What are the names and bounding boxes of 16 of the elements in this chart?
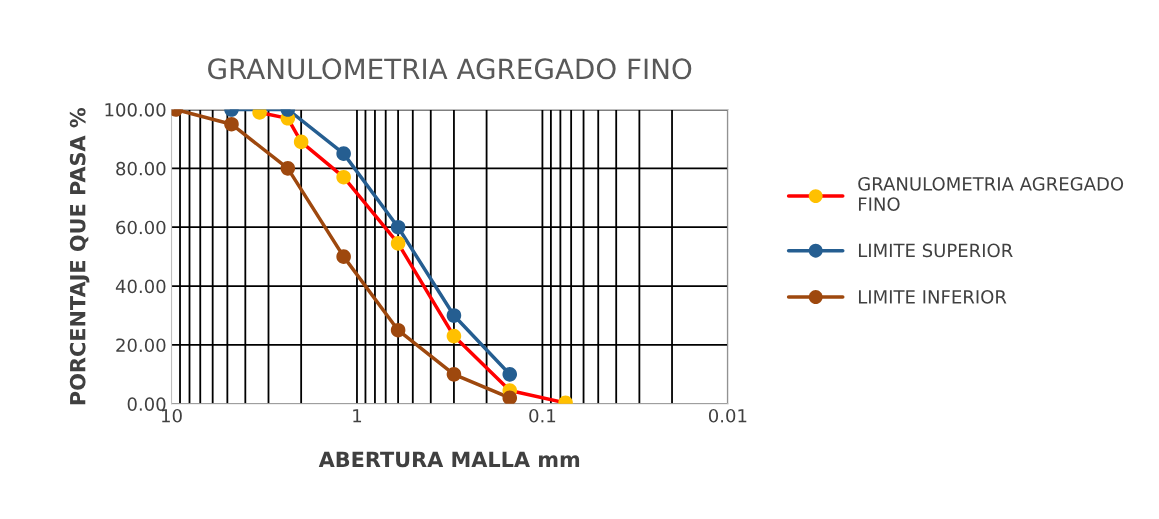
y-axis-title: PORCENTAJE QUE PASA %	[69, 107, 90, 405]
x-tick-label: 10	[162, 408, 182, 423]
y-tick-label: 80.00	[116, 161, 166, 176]
y-tick-label: 40.00	[115, 279, 166, 294]
x-tick-label: 0.01	[708, 408, 747, 423]
chart-title: GRANULOMETRIA AGREGADO FINO	[208, 58, 692, 80]
y-tick-label: 60.00	[116, 220, 166, 235]
legend-label: LIMITE SUPERIOR	[858, 243, 1013, 258]
legend-label: LIMITE INFERIOR	[858, 289, 1007, 304]
x-axis-title: ABERTURA MALLA mm	[318, 451, 580, 468]
y-tick-label: 100.00	[105, 102, 166, 117]
x-tick-label: 0.1	[529, 408, 556, 423]
y-tick-label: 20.00	[116, 338, 166, 353]
x-tick-label: 1	[353, 409, 362, 423]
legend-label: GRANULOMETRIA AGREGADO FINO	[858, 177, 1124, 211]
y-tick-label: 0.00	[127, 397, 166, 411]
